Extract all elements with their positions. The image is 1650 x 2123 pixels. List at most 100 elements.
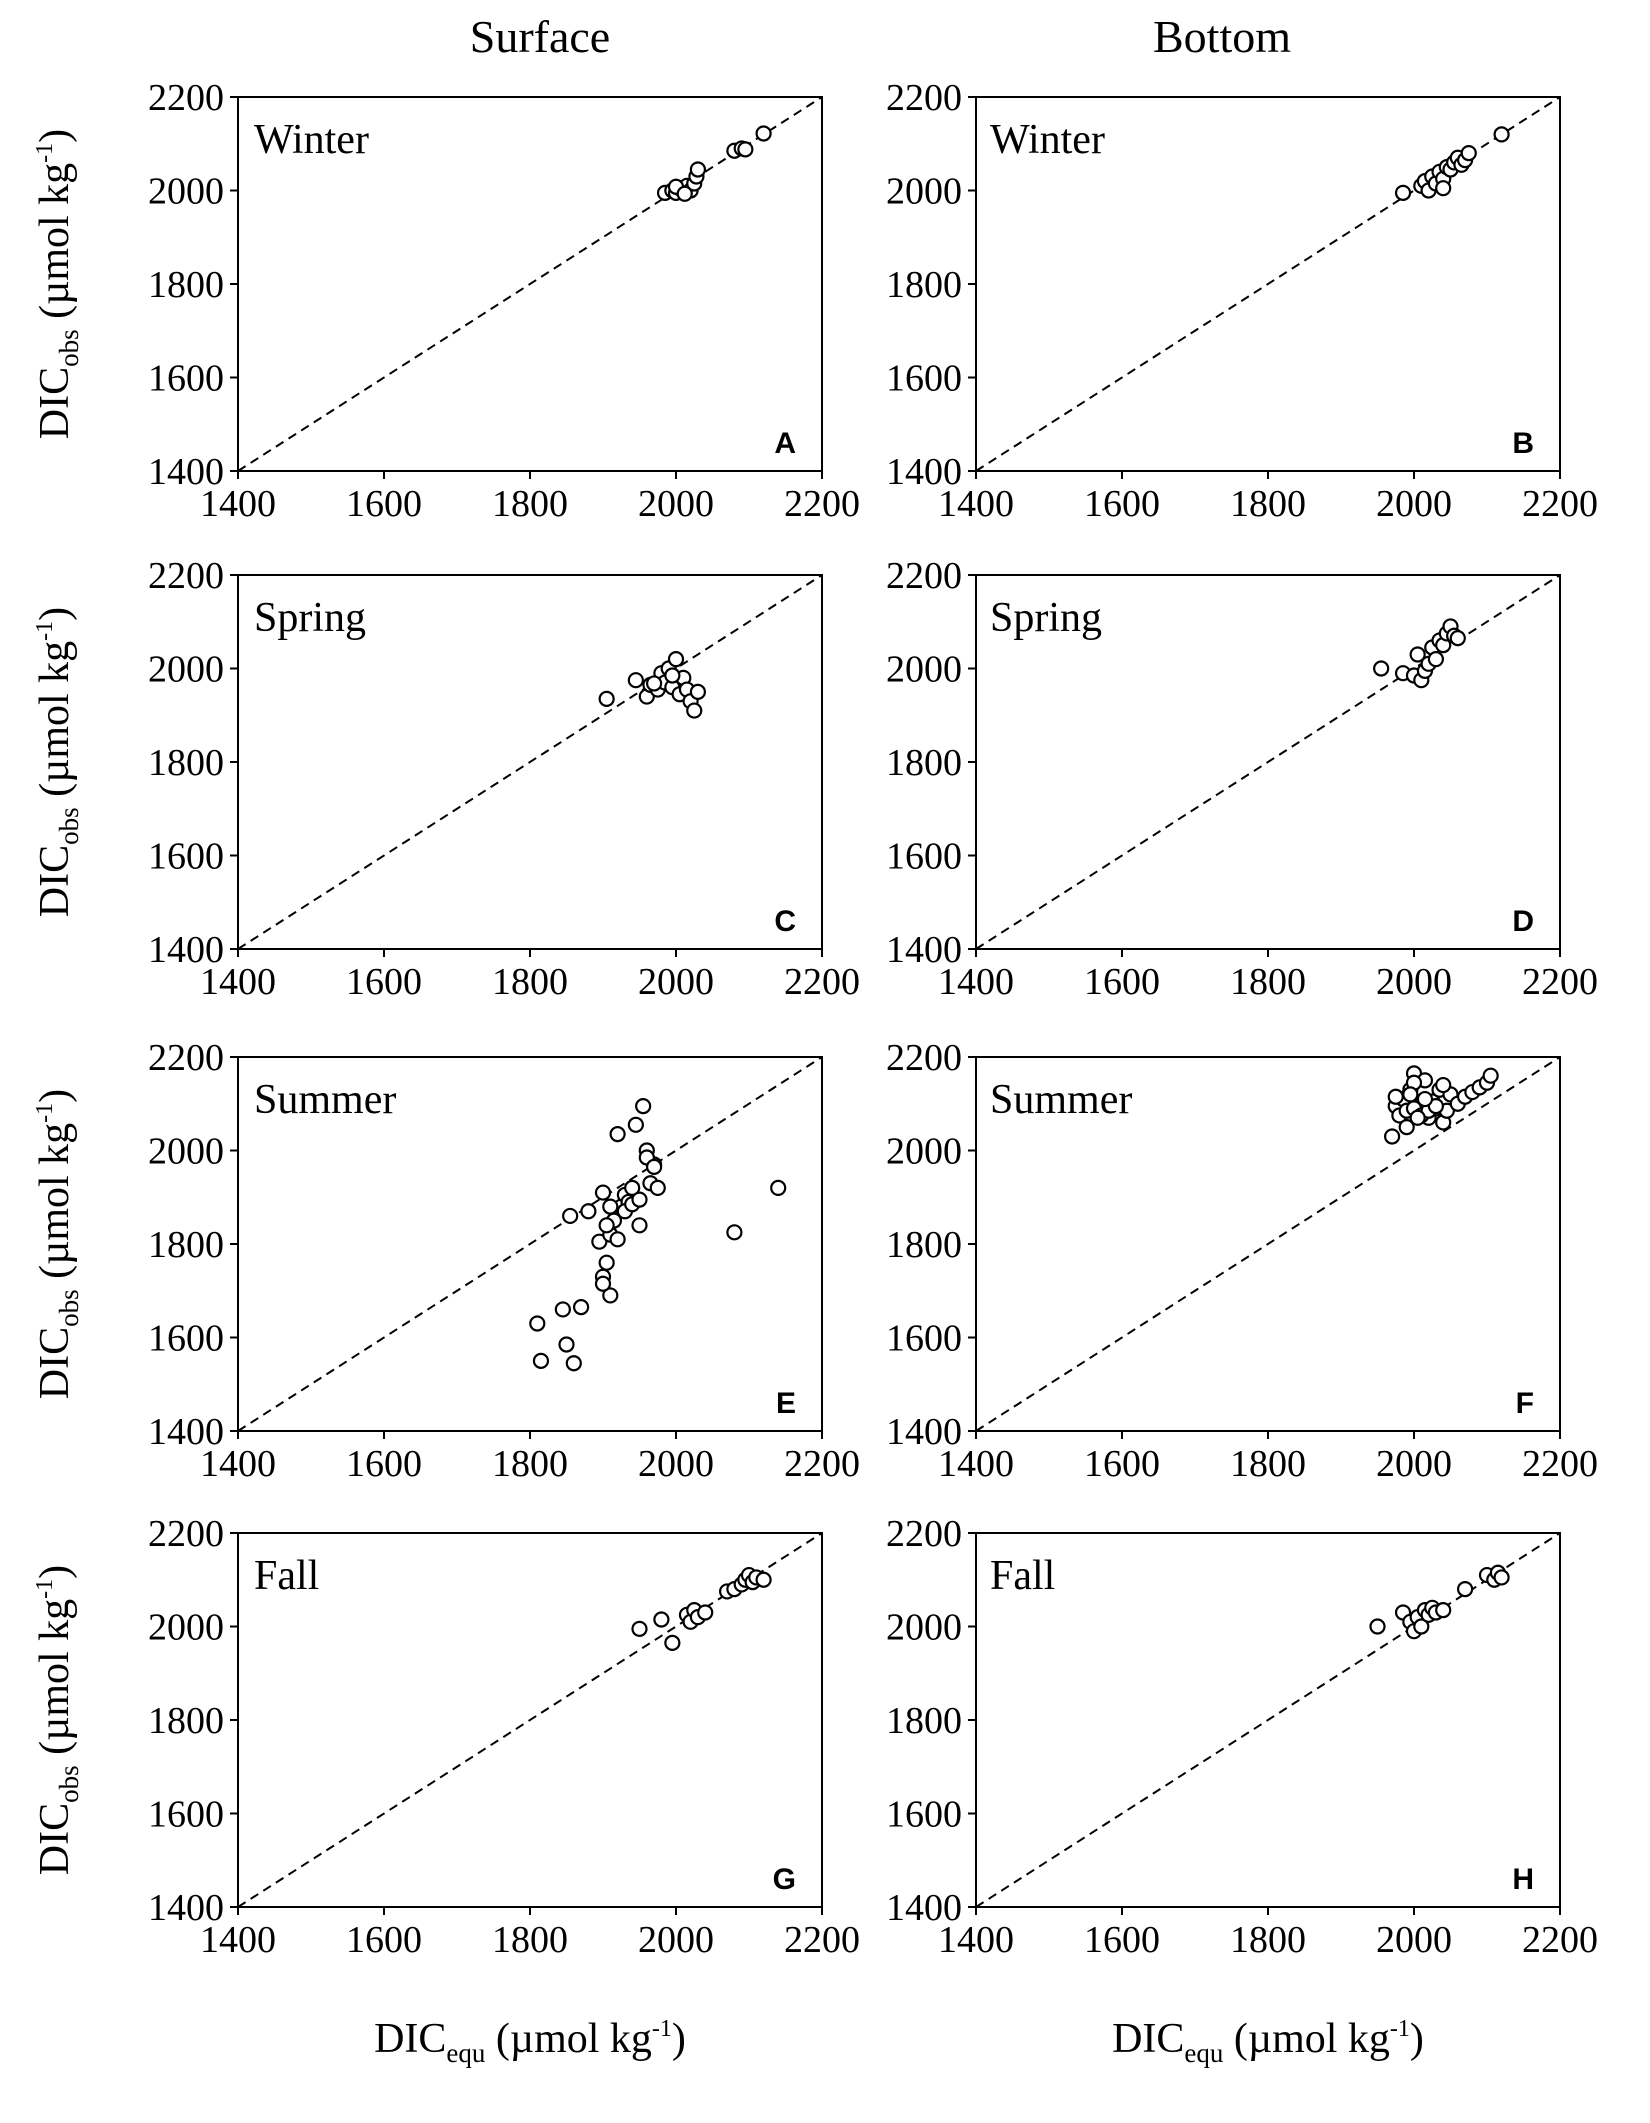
y-axis-label: DICobs (µmol kg-1) — [32, 607, 84, 917]
x-tick-label: 1400 — [200, 483, 276, 525]
panels: 1400140016001600180018002000200022002200… — [32, 77, 1598, 2068]
y-tick-label: 2200 — [148, 1037, 224, 1079]
x-tick-label: 1800 — [492, 961, 568, 1003]
panel-letter: G — [773, 1863, 796, 1896]
y-axis-label-subscript: obs — [54, 1289, 84, 1327]
x-tick-label: 2200 — [1522, 483, 1598, 525]
data-point — [598, 1254, 615, 1271]
data-point — [667, 651, 685, 668]
y-tick-label: 1400 — [886, 929, 962, 971]
y-tick-label: 1800 — [148, 1700, 224, 1742]
y-tick-label: 2200 — [148, 555, 224, 597]
data-point — [602, 1287, 619, 1304]
x-tick-label: 2000 — [1376, 1443, 1452, 1485]
data-point — [565, 1355, 582, 1372]
data-point — [676, 185, 693, 202]
x-tick-label: 2000 — [638, 483, 714, 525]
x-tick-label: 2200 — [1522, 961, 1598, 1003]
x-tick-label: 1800 — [492, 483, 568, 525]
x-tick-label: 2200 — [784, 1443, 860, 1485]
y-axis-label-main: DIC — [32, 1327, 78, 1399]
data-point — [529, 1315, 546, 1332]
data-point — [755, 1571, 772, 1588]
x-axis-label: DICequ (µmol kg-1) — [1112, 2016, 1424, 2068]
y-tick-label: 1400 — [148, 1887, 224, 1929]
x-axis-label-superscript: -1 — [652, 2016, 672, 2042]
panel-letter: F — [1516, 1387, 1534, 1420]
season-label: Summer — [254, 1077, 396, 1123]
y-tick-label: 1800 — [886, 264, 962, 306]
data-point — [1493, 126, 1510, 143]
data-point — [1398, 1119, 1415, 1136]
panel-letter: D — [1512, 905, 1534, 938]
x-tick-label: 1600 — [346, 1919, 422, 1961]
data-point — [627, 672, 644, 689]
y-axis-label-superscript: -1 — [32, 1579, 58, 1599]
x-axis-label-unit-close: ) — [672, 2016, 686, 2062]
data-point — [726, 1224, 743, 1241]
y-axis-label-subscript: obs — [54, 329, 84, 367]
data-point — [598, 1217, 615, 1234]
x-tick-label: 1400 — [938, 483, 1014, 525]
season-label: Winter — [254, 117, 369, 163]
panel-letter: B — [1512, 427, 1534, 460]
season-label: Fall — [990, 1553, 1055, 1599]
y-axis-label-subscript: obs — [54, 807, 84, 845]
x-tick-label: 2200 — [1522, 1443, 1598, 1485]
data-point — [697, 1604, 714, 1621]
data-point — [624, 1179, 641, 1197]
y-tick-label: 1600 — [886, 1318, 962, 1360]
y-axis-label: DICobs (µmol kg-1) — [32, 1565, 84, 1875]
one-to-one-line — [237, 96, 823, 472]
data-point — [631, 1217, 648, 1234]
data-point — [1387, 1088, 1404, 1105]
y-tick-label: 2000 — [148, 171, 224, 213]
data-point — [1409, 646, 1426, 663]
data-point — [631, 1191, 648, 1208]
x-axis-label-main: DIC — [1112, 2016, 1184, 2062]
data-point — [653, 1611, 670, 1628]
x-tick-label: 1400 — [200, 1919, 276, 1961]
y-tick-label: 1800 — [886, 742, 962, 784]
y-tick-label: 2000 — [886, 1131, 962, 1173]
panel-letter: A — [774, 427, 796, 460]
season-label: Spring — [990, 595, 1102, 641]
x-tick-label: 1600 — [1084, 483, 1160, 525]
data-point — [689, 683, 707, 700]
data-point — [558, 1336, 575, 1353]
y-tick-label: 1600 — [886, 358, 962, 400]
y-axis-label-superscript: -1 — [32, 1103, 58, 1123]
y-axis-label-main: DIC — [32, 845, 78, 917]
data-point — [1383, 1128, 1401, 1145]
data-point — [627, 1116, 644, 1133]
x-tick-label: 1800 — [1230, 1919, 1306, 1961]
data-point — [602, 1198, 619, 1215]
panel-letter: E — [776, 1387, 796, 1420]
data-point — [594, 1184, 612, 1201]
data-point — [664, 1634, 681, 1651]
data-point — [1456, 1580, 1474, 1598]
data-point — [649, 1179, 666, 1197]
y-tick-label: 1400 — [148, 451, 224, 493]
data-point — [1394, 184, 1412, 201]
data-point — [1373, 660, 1390, 677]
data-point — [664, 667, 681, 684]
y-tick-label: 1600 — [148, 358, 224, 400]
data-point — [686, 702, 703, 719]
y-tick-label: 1600 — [148, 1794, 224, 1836]
y-tick-label: 1600 — [148, 1318, 224, 1360]
season-label: Summer — [990, 1077, 1132, 1123]
x-axis-label-unit-close: ) — [1410, 2016, 1424, 2062]
data-point — [1449, 630, 1466, 647]
data-point — [1435, 180, 1452, 197]
y-tick-label: 2200 — [886, 77, 962, 119]
y-tick-label: 2000 — [148, 649, 224, 691]
data-point — [1435, 1076, 1452, 1094]
x-axis-label: DICequ (µmol kg-1) — [374, 2016, 686, 2068]
data-point — [1427, 651, 1445, 668]
y-axis-label-superscript: -1 — [32, 621, 58, 641]
